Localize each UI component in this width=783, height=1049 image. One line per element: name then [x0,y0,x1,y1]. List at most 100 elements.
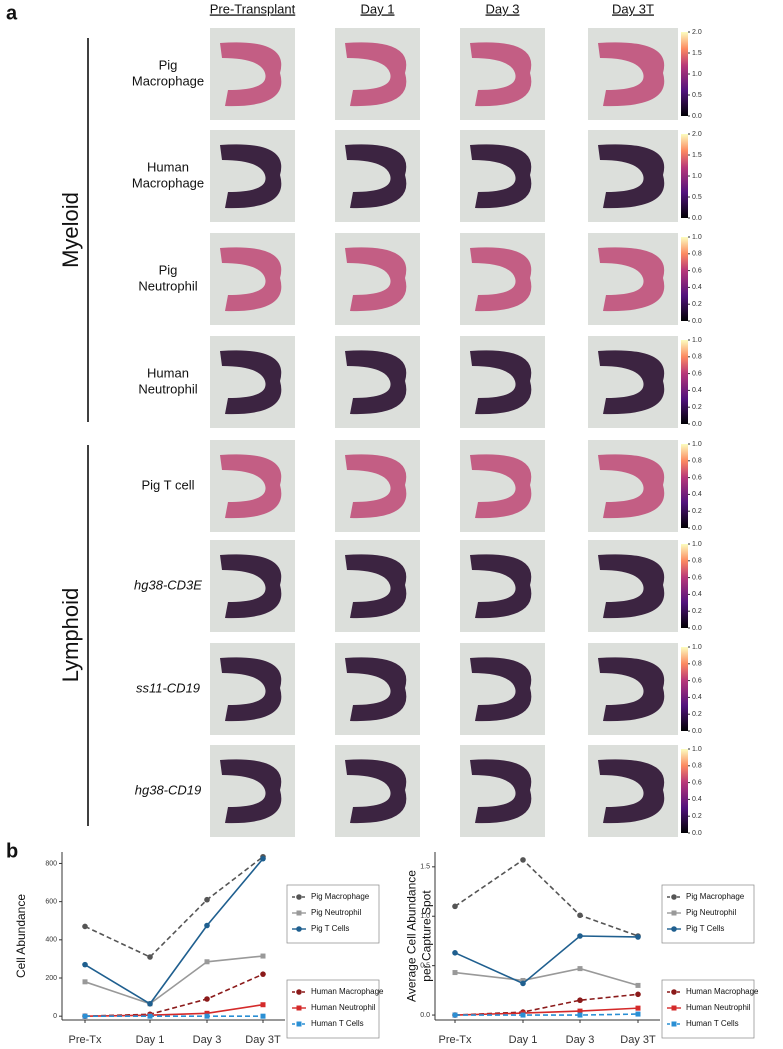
x-tick-label: Day 3 [566,1034,595,1046]
tissue-spots [345,42,407,107]
series-line [84,955,264,1005]
legend-marker [296,910,302,916]
point [520,977,526,983]
legend-marker [296,1005,302,1011]
colorbar-tick-label: 0.6 [692,474,702,481]
tissue-spots [598,657,665,722]
legend-label: Pig Macrophage [311,892,370,901]
tissue-image [210,440,295,532]
row-label: hg38-CD3E [134,577,202,592]
tissue-image [335,233,420,325]
colorbar [681,444,688,528]
legend-marker [296,926,302,932]
point [82,961,88,968]
colorbar-tick-label: 0.4 [692,491,702,498]
legend-box [661,979,755,1039]
row-label: Macrophage [132,175,204,190]
colorbar-tick-label: 0.4 [692,284,702,291]
legend-marker [671,1021,677,1027]
row-label: Neutrophil [138,381,197,396]
tissue-spots [345,454,407,519]
tissue-spots [470,759,532,824]
tissue-spots [598,554,665,619]
colorbar-tick-label: 1.5 [692,50,702,57]
point [204,896,210,903]
colorbar-tick-label: 0.2 [692,404,702,411]
y-tick-label: 200 [45,975,57,982]
tissue-spots [345,657,407,722]
colorbar-tick-label: 0.8 [692,458,702,465]
column-header: Day 1 [361,1,395,16]
tissue-spots [345,350,407,415]
tissue-spots [345,554,407,619]
legend-label: Pig T Cells [311,924,349,933]
point [204,922,210,929]
legend-marker [671,910,677,916]
series-line [454,1007,639,1016]
colorbar-tick-label: 0.8 [692,558,702,565]
colorbar-tick-label: 0.2 [692,301,702,308]
tissue-image [335,440,420,532]
point [577,966,583,972]
colorbar-tick-label: 0.8 [692,354,702,361]
row-label: hg38-CD19 [135,782,202,797]
point [147,1013,153,1019]
tissue-spots [470,554,532,619]
point [260,953,266,959]
row-label: Pig T cell [142,477,195,492]
tissue-image [588,440,678,532]
legend-label: Pig T Cells [686,924,724,933]
tissue-image [460,130,545,222]
tissue-image [588,28,678,120]
point [520,1012,526,1018]
tissue-image [588,540,678,632]
tissue-image [210,130,295,222]
x-tick-label: Day 3T [620,1034,656,1046]
point [635,1011,641,1017]
x-tick-label: Pre-Tx [439,1034,473,1046]
y-axis-label: Cell Abundance [14,894,28,978]
tissue-spots [470,454,532,519]
colorbar-tick-label: 0.0 [692,625,702,632]
tissue-spots [220,42,282,107]
tissue-image [335,130,420,222]
tissue-spots [220,454,282,519]
point [204,1013,210,1019]
colorbar-tick-label: 1.0 [692,173,702,180]
row-label: Macrophage [132,73,204,88]
colorbar [681,749,688,833]
y-tick-label: 0.0 [420,1012,430,1019]
y-tick-label: 800 [45,860,57,867]
colorbar [681,237,688,321]
row-label: Human [147,365,189,380]
row-label: Pig [159,57,178,72]
point [204,996,210,1002]
legend-label: Human Neutrophil [311,1003,376,1012]
colorbar-tick-label: 0.4 [692,591,702,598]
colorbar-tick-label: 2.0 [692,29,702,36]
tissue-spots [345,247,407,312]
legend-label: Human T Cells [686,1019,739,1028]
y-tick-label: 0 [53,1013,57,1020]
tissue-image [460,643,545,735]
point [260,855,266,862]
colorbar [681,32,688,116]
tissue-image [460,540,545,632]
column-header: Pre-Transplant [210,1,296,16]
y-tick-label: 400 [45,937,57,944]
legend-marker [671,894,677,900]
point [147,1000,153,1007]
point [452,903,458,910]
tissue-image [210,233,295,325]
point [452,950,458,956]
point [577,997,583,1004]
colorbar-tick-label: 0.8 [692,251,702,258]
colorbar-tick-label: 0.0 [692,525,702,532]
colorbar-tick-label: 0.2 [692,508,702,515]
colorbar-tick-label: 0.6 [692,779,702,786]
x-tick-label: Day 3 [193,1034,222,1046]
colorbar-tick-label: 0.8 [692,763,702,770]
point [260,971,266,977]
colorbar-tick-label: 1.5 [692,152,702,159]
